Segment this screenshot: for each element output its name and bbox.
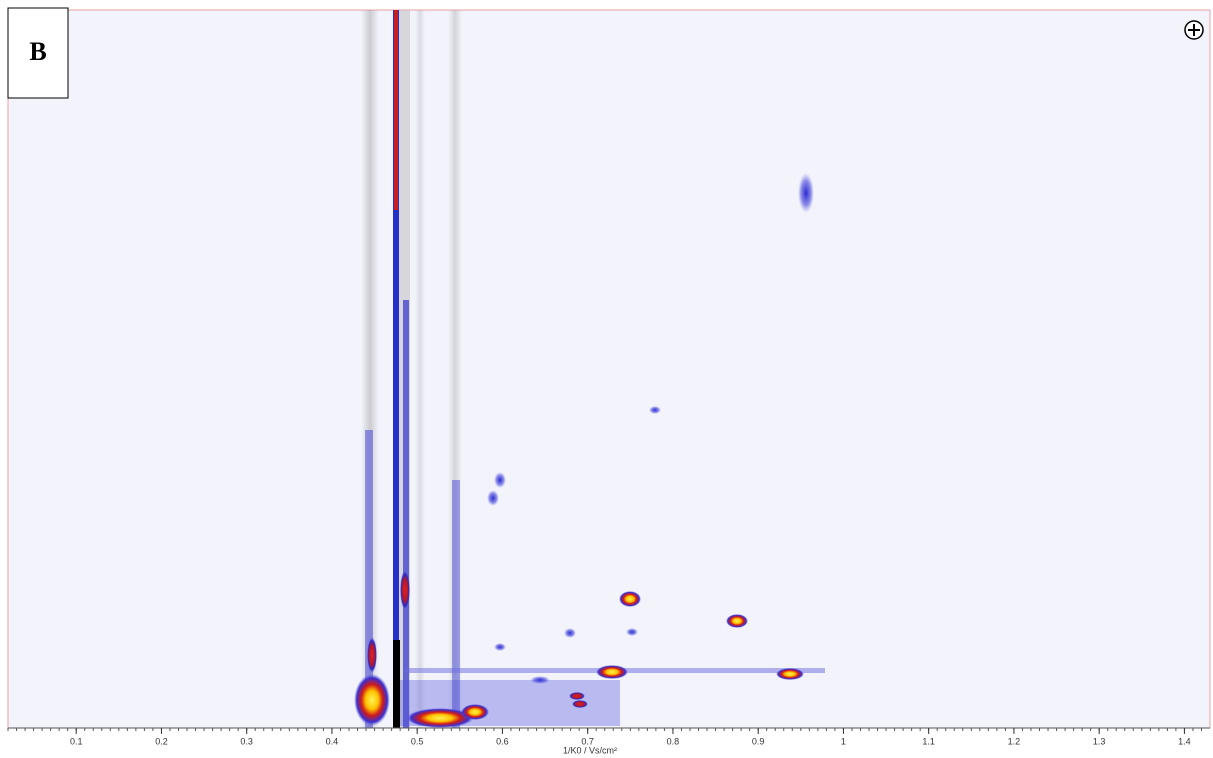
tail [365, 430, 373, 728]
peak [494, 643, 506, 651]
peak [406, 708, 474, 728]
x-tick-label: 1.3 [1093, 736, 1106, 746]
x-tick-label: 0.4 [326, 736, 339, 746]
peak [572, 700, 588, 708]
peak [487, 490, 499, 506]
peak [400, 570, 410, 610]
peak [798, 173, 814, 213]
tail [452, 480, 460, 728]
x-tick-label: 1 [841, 736, 846, 746]
zoom-plus[interactable] [1188, 24, 1200, 36]
panel-box [7, 7, 69, 99]
x-tick-label: 0.2 [155, 736, 168, 746]
x-tick-label: 0.9 [752, 736, 765, 746]
peak [626, 628, 638, 636]
x-tick-label: 0.8 [667, 736, 680, 746]
x-tick-label: 0.1 [70, 736, 83, 746]
peak [354, 674, 390, 726]
peak [564, 628, 576, 638]
rip-line [393, 10, 399, 728]
zoom-button[interactable] [1184, 20, 1204, 40]
x-tick-label: 0.7 [581, 736, 594, 746]
peak [367, 637, 377, 673]
x-axis-label: 1/K0 / Vs/cm² [563, 745, 617, 755]
spectrum [354, 10, 825, 728]
peak [461, 704, 489, 720]
peak [726, 614, 748, 628]
peak [619, 591, 641, 607]
rip-black [393, 640, 400, 728]
peak [569, 692, 585, 700]
x-tick-label: 0.3 [240, 736, 253, 746]
peak [649, 406, 661, 414]
peak [494, 472, 506, 488]
plot-area [7, 9, 1211, 729]
streak [415, 10, 425, 728]
x-tick-label: 0.5 [411, 736, 424, 746]
panel-label: B [29, 37, 46, 66]
x-tick-label: 1.2 [1008, 736, 1021, 746]
rip-core [394, 10, 398, 210]
peak [596, 665, 628, 679]
tail [403, 300, 409, 728]
peak [776, 668, 804, 680]
peak [530, 676, 550, 684]
x-tick-label: 0.6 [496, 736, 509, 746]
streak [448, 10, 462, 728]
x-tick-label: 1.4 [1178, 736, 1191, 746]
x-tick-label: 1.1 [922, 736, 935, 746]
